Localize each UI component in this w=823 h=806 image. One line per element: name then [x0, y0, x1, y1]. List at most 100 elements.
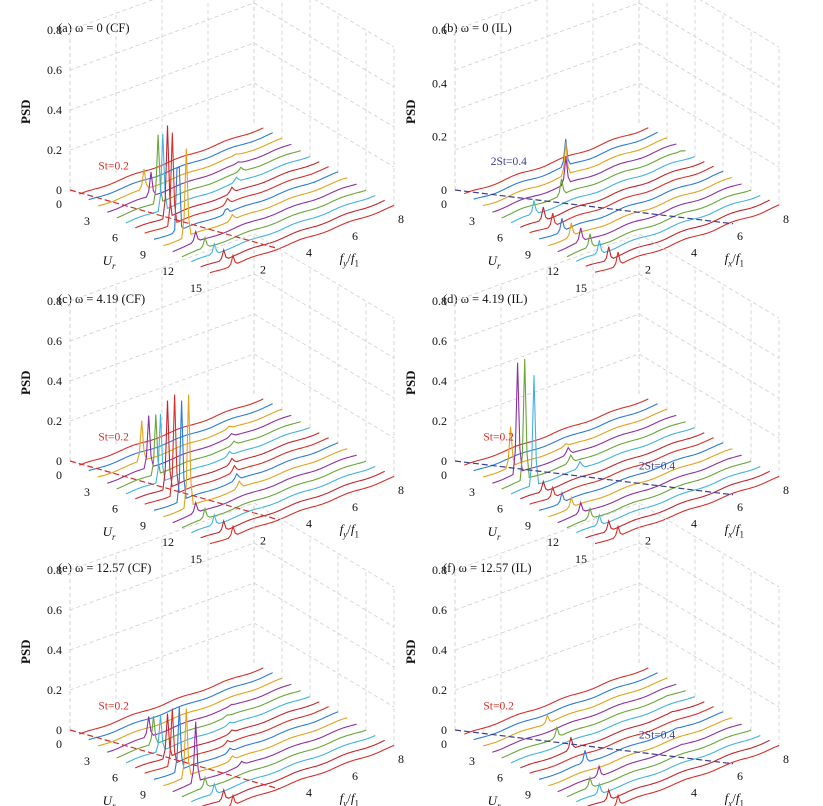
- spectrum-line-ur-14: [200, 199, 385, 268]
- grid-line: [454, 502, 780, 588]
- panel-c: (c) ω = 4.19 (CF) 0 0.2 0.4 0.6 0.8 PSD 0 3 6 9 12 1…: [18, 233, 404, 566]
- freq-tick-label: 6: [737, 769, 743, 783]
- spectrum-line-ur-14: [586, 739, 770, 806]
- spectrum-line-ur-13: [576, 465, 761, 534]
- spectrum-line-ur-1: [79, 398, 264, 466]
- spectrum-line-ur-5: [116, 690, 301, 759]
- ur-tick-label: 6: [497, 502, 503, 516]
- spectrum-line-ur-6: [510, 696, 696, 764]
- spectrum-line-ur-13: [191, 734, 376, 803]
- freq-tick-label: 4: [306, 246, 312, 260]
- spectrum-line-ur-9: [538, 170, 724, 240]
- psd-tick-label: 0: [56, 723, 62, 737]
- ur-axis-label: Ur: [103, 253, 116, 271]
- psd-tick-label: 0.4: [47, 643, 62, 657]
- freq-tick-label: 2: [645, 533, 651, 547]
- grid-line: [454, 582, 780, 668]
- freq-tick-label: 4: [306, 517, 312, 531]
- ur-tick-label: 9: [525, 787, 531, 801]
- spectrum-line-ur-4: [107, 143, 292, 213]
- ur-tick-label: 6: [497, 231, 503, 245]
- grid-line: [454, 273, 780, 359]
- psd-axis-label: PSD: [403, 370, 418, 395]
- psd-tick-label: 0.4: [432, 643, 447, 657]
- spectrum-line-ur-8: [144, 706, 329, 774]
- spectrum-line-ur-6: [125, 413, 311, 495]
- spectrum-line-ur-10: [548, 176, 733, 247]
- freq-tick-label: 4: [691, 517, 697, 531]
- panel-a: (a) ω = 0 (CF) 0 0.2 0.4 0.6 0.8 PSD 0 3 6 9 12 15 Ur…: [18, 0, 404, 295]
- freq-tick-label: 8: [398, 752, 404, 766]
- spectrum-line-ur-13: [191, 194, 376, 263]
- freq-tick-label: 2: [260, 802, 266, 806]
- panel-title: (b) ω = 0 (IL): [443, 21, 512, 35]
- grid-line: [454, 542, 780, 628]
- grid-line: [69, 42, 395, 128]
- ur-tick-label: 9: [140, 787, 146, 801]
- spectrum-line-ur-2: [473, 131, 658, 200]
- annotation-label: St=0.2: [98, 431, 129, 443]
- spectrum-line-ur-9: [153, 166, 339, 240]
- spectrum-line-ur-6: [510, 375, 696, 495]
- freq-axis-label: fy/f1: [340, 521, 359, 539]
- spectrum-line-ur-2: [88, 672, 273, 741]
- annotation-label: 2St=0.4: [491, 156, 527, 168]
- spectrum-line-ur-15: [613, 744, 780, 806]
- psd-axis-label: PSD: [403, 639, 418, 664]
- psd-tick-label: 0.2: [432, 414, 447, 428]
- annotation-label: 2St=0.4: [639, 729, 675, 741]
- spectrum-line-ur-14: [585, 470, 770, 539]
- spectrum-line-ur-11: [557, 723, 742, 793]
- psd-tick-label: 0.6: [47, 334, 62, 348]
- spectrum-line-ur-3: [97, 677, 283, 747]
- spectrum-line-ur-3: [482, 677, 668, 747]
- ur-tick-label: 12: [547, 264, 559, 278]
- psd-tick-label: 0: [441, 183, 447, 197]
- freq-tick-label: 8: [398, 483, 404, 497]
- freq-tick-label: 2: [260, 533, 266, 547]
- psd-tick-label: 0.8: [47, 563, 62, 577]
- ur-tick-label: 6: [112, 502, 118, 516]
- spectrum-line-ur-11: [172, 721, 357, 793]
- freq-tick-label: 4: [691, 786, 697, 800]
- grid-line: [69, 542, 395, 628]
- spectrum-line-ur-15: [209, 204, 395, 274]
- spectrum-line-ur-10: [548, 448, 733, 518]
- psd-tick-label: 0: [441, 723, 447, 737]
- ur-tick-label: 15: [190, 281, 202, 295]
- spectrum-line-ur-12: [181, 189, 367, 258]
- psd-axis-label: PSD: [403, 99, 418, 124]
- spectrum-line-ur-11: [557, 454, 742, 524]
- psd-tick-label: 0: [56, 454, 62, 468]
- psd-tick-label: 0.4: [432, 374, 447, 388]
- ur-tick-label: 9: [525, 247, 531, 261]
- ur-tick-label: 3: [84, 754, 90, 768]
- spectrum-line-ur-3: [97, 137, 283, 207]
- ur-tick-label: 0: [56, 737, 62, 751]
- psd-axis-label: PSD: [18, 99, 33, 124]
- grid-line: [454, 0, 780, 48]
- spectrum-line-ur-12: [181, 729, 367, 798]
- freq-axis-label: fx/f1: [725, 250, 744, 268]
- spectrum-line-ur-14: [201, 739, 385, 806]
- freq-tick-label: 6: [352, 769, 358, 783]
- psd-tick-label: 0.2: [47, 414, 62, 428]
- spectrum-line-ur-2: [473, 672, 658, 741]
- freq-tick-label: 4: [306, 786, 312, 800]
- spectrum-line-ur-10: [163, 708, 348, 787]
- grid-line: [454, 42, 780, 128]
- spectrum-line-ur-7: [520, 161, 705, 228]
- panel-title: (c) ω = 4.19 (CF): [58, 292, 145, 306]
- grid-line: [454, 233, 780, 319]
- annotation-label: St=0.2: [98, 160, 129, 172]
- spectrum-line-ur-4: [492, 362, 677, 484]
- grid-line: [454, 82, 780, 168]
- ur-tick-label: 9: [140, 247, 146, 261]
- psd-tick-label: 0.4: [47, 374, 62, 388]
- ur-tick-label: 3: [469, 754, 475, 768]
- annotation-label: St=0.2: [483, 431, 514, 443]
- spectrum-line-ur-8: [144, 394, 329, 505]
- spectrum-line-ur-1: [79, 667, 264, 735]
- spectrum-line-ur-3: [482, 137, 668, 207]
